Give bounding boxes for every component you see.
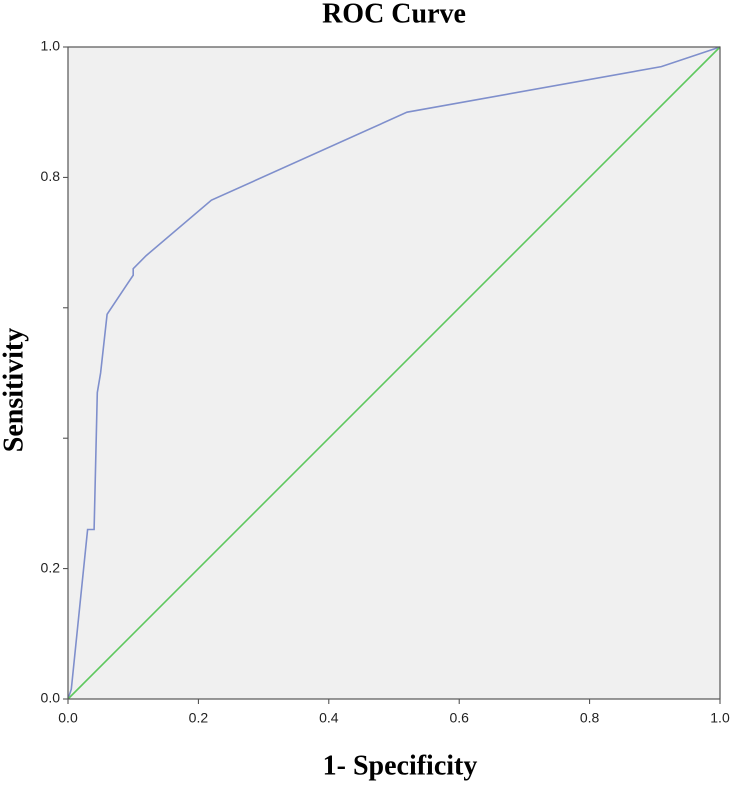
x-axis-label: 1- Specificity	[323, 750, 478, 781]
curve	[67, 46, 721, 700]
x-tick-label: 0.8	[580, 710, 600, 726]
y-tick-label: 1.0	[41, 38, 61, 54]
y-tick-label: 0.0	[41, 690, 61, 706]
plot-border	[67, 46, 721, 700]
y-tick-label: 0.2	[41, 559, 61, 575]
curve	[67, 46, 721, 700]
x-tick-label: 1.0	[710, 710, 730, 726]
x-tick-label: 0.2	[189, 710, 209, 726]
x-tick-label: 0.0	[58, 710, 78, 726]
x-tick-label: 0.4	[319, 710, 339, 726]
y-tick-label: 0.8	[41, 168, 61, 184]
y-axis-label: Sensitivity	[0, 328, 29, 452]
chart-title: ROC Curve	[322, 0, 466, 29]
x-tick-label: 0.6	[449, 710, 469, 726]
